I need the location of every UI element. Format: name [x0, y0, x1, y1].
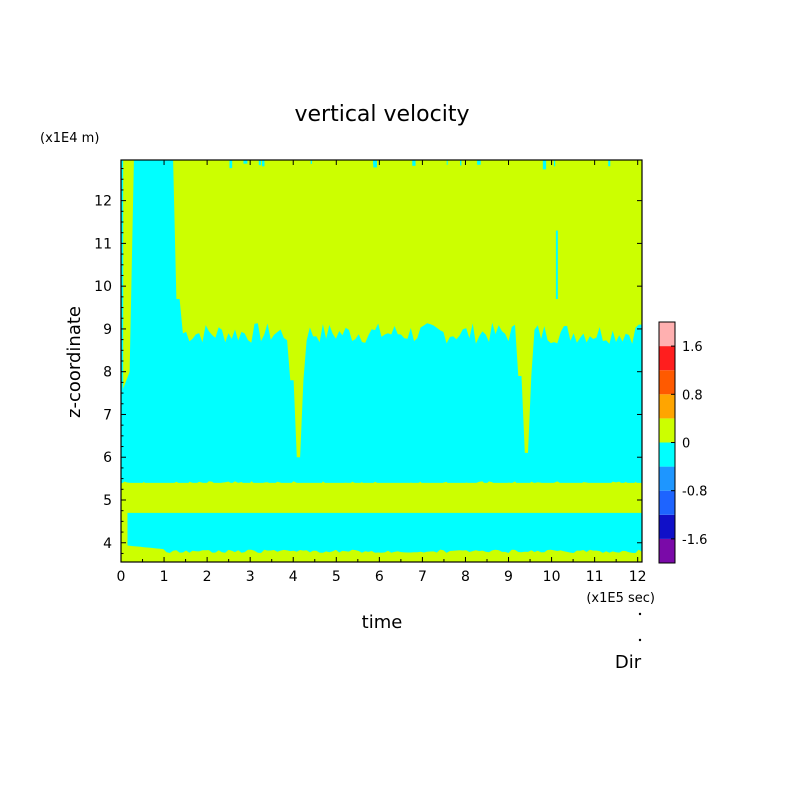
colorbar-segment	[659, 322, 675, 347]
y-tick-label: 4	[103, 536, 112, 552]
x-tick-label: 0	[117, 569, 126, 585]
x-tick-label: 2	[203, 569, 212, 585]
negative-speck	[261, 160, 265, 167]
middle-positive-band	[121, 480, 642, 514]
colorbar-segment	[659, 490, 675, 515]
x-axis: 0 1 2 3 4 5 6 7 8 9 10 11 12	[117, 160, 647, 585]
negative-speck	[553, 160, 556, 167]
negative-speck	[243, 160, 248, 164]
colorbar-segment	[659, 466, 675, 491]
y-tick-label: 9	[103, 322, 112, 338]
negative-speck	[310, 160, 313, 164]
colorbar-tick-label: -0.8	[682, 485, 707, 500]
colorbar-segment	[659, 418, 675, 443]
y-axis-label: z-coordinate	[64, 306, 85, 418]
x-tick-label: 10	[543, 569, 561, 585]
colorbar-segment	[659, 514, 675, 539]
x-tick-label: 6	[375, 569, 384, 585]
lower-negative-band	[127, 512, 642, 553]
x-tick-label: 11	[586, 569, 604, 585]
negative-speck	[460, 160, 462, 166]
x-tick-label: 12	[629, 569, 647, 585]
negative-speck	[542, 160, 547, 170]
colorbar-segment	[659, 370, 675, 395]
x-axis-unit: (x1E5 sec)	[586, 591, 655, 606]
negative-streak	[555, 230, 558, 299]
x-tick-label: 1	[160, 569, 169, 585]
plot-area	[121, 160, 642, 562]
y-tick-label: 6	[103, 450, 112, 466]
y-axis: 4 5 6 7 8 9 10 11 12	[94, 168, 642, 554]
x-tick-label: 5	[332, 569, 341, 585]
colorbar-tick-label: 0	[682, 437, 690, 452]
y-axis-unit: (x1E4 m)	[40, 131, 99, 146]
colorbar-segment	[659, 442, 675, 467]
colorbar-tick-label: 0.8	[682, 388, 703, 403]
negative-speck	[446, 160, 448, 165]
x-tick-label: 9	[504, 569, 513, 585]
negative-region	[121, 160, 642, 483]
positive-intrusion	[123, 160, 134, 389]
y-tick-label: 12	[94, 194, 112, 210]
x-tick-label: 3	[246, 569, 255, 585]
negative-speck	[477, 160, 481, 165]
x-axis-label: time	[362, 612, 403, 633]
negative-speck	[412, 160, 416, 166]
colorbar-segment	[659, 394, 675, 419]
footer-label: Dir	[615, 652, 642, 673]
colorbar: -1.6 -0.8 0 0.8 1.6	[658, 321, 707, 564]
negative-speck	[608, 160, 611, 167]
y-tick-label: 5	[103, 493, 112, 509]
colorbar-segment	[659, 346, 675, 371]
y-tick-label: 10	[94, 279, 112, 295]
y-tick-label: 7	[103, 407, 112, 423]
y-tick-label: 8	[103, 365, 112, 381]
negative-speck	[229, 160, 233, 169]
y-tick-label: 11	[94, 236, 112, 252]
x-tick-label: 4	[289, 569, 298, 585]
colorbar-tick-label: -1.6	[682, 533, 707, 548]
x-tick-label: 8	[461, 569, 470, 585]
footer-marks	[638, 612, 642, 642]
colorbar-tick-label: 1.6	[682, 340, 703, 355]
negative-speck	[373, 160, 377, 165]
chart-title: vertical velocity	[294, 102, 469, 127]
negative-speck	[258, 160, 261, 166]
colorbar-segment	[659, 538, 675, 563]
x-tick-label: 7	[418, 569, 427, 585]
